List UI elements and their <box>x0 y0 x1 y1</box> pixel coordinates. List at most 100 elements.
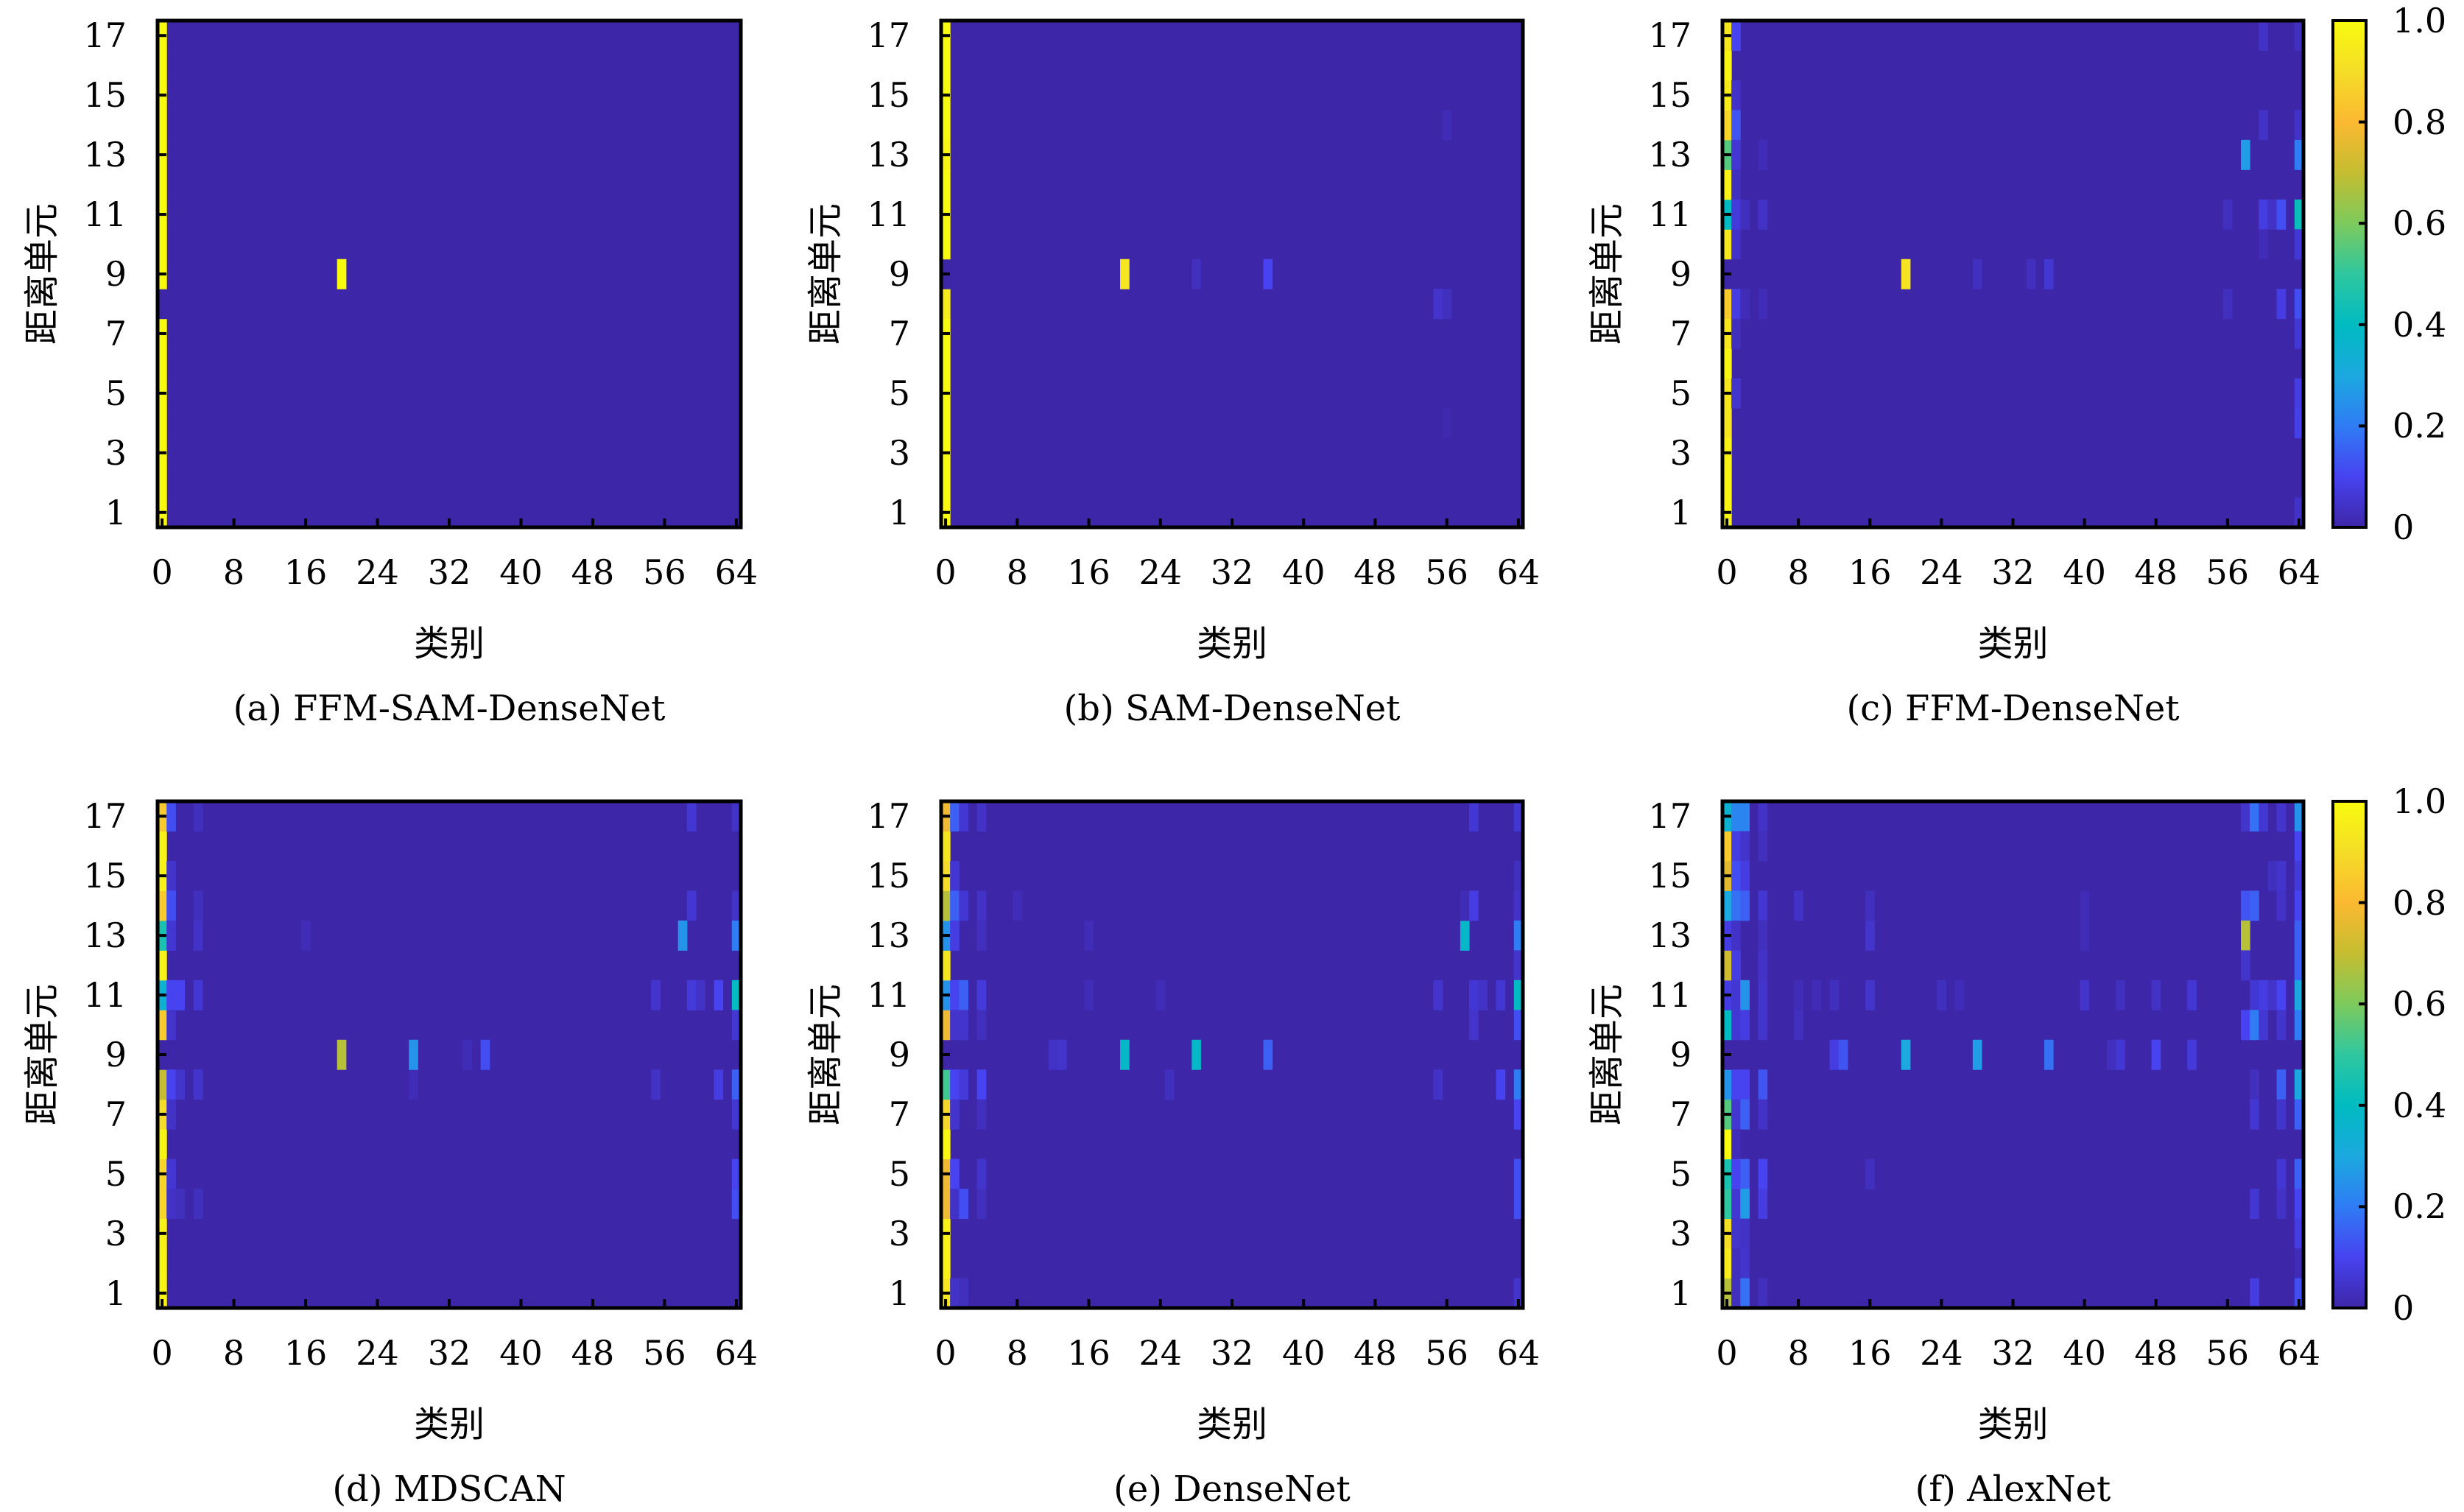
x-axis-label: 类别 <box>1196 1404 1268 1445</box>
heatmap-cell <box>1513 1158 1524 1189</box>
y-tick-label: 1 <box>888 492 910 532</box>
heatmap-cell <box>2222 289 2233 320</box>
heatmap-cell <box>166 1099 176 1130</box>
heatmap-cell <box>976 1069 987 1100</box>
heatmap-cell <box>2294 831 2304 862</box>
x-tick-label: 32 <box>427 552 471 592</box>
x-tick-label: 24 <box>1138 1333 1183 1373</box>
heatmap-cell <box>166 920 176 951</box>
heatmap-cell <box>941 1189 951 1220</box>
heatmap-cell <box>2241 920 2250 951</box>
heatmap-cell <box>2250 1099 2259 1130</box>
heatmap-cell <box>1954 980 1965 1010</box>
heatmap-cell <box>1865 1158 1875 1189</box>
x-tick-label: 64 <box>2277 1333 2321 1373</box>
x-tick-label: 40 <box>499 1333 543 1373</box>
heatmap-cell <box>1513 950 1524 981</box>
x-tick-label: 24 <box>356 1333 399 1373</box>
heatmap-cell <box>2276 1010 2287 1041</box>
heatmap-cell <box>1731 1010 1741 1041</box>
heatmap-background <box>941 801 1523 1308</box>
heatmap-cell <box>2259 229 2268 260</box>
heatmap-cell <box>1722 348 1732 379</box>
heatmap-cell <box>1263 259 1273 289</box>
heatmap-cell <box>941 1248 951 1279</box>
x-tick-label: 8 <box>222 552 245 592</box>
x-tick-label: 64 <box>2277 552 2321 592</box>
heatmap-cell <box>941 289 951 320</box>
heatmap-cell <box>2294 1218 2304 1249</box>
heatmap-cell <box>175 1189 186 1220</box>
heatmap-cell <box>1722 229 1732 260</box>
x-axis-label: 类别 <box>413 623 485 664</box>
heatmap-cell <box>941 1069 951 1100</box>
x-tick-label: 16 <box>1067 552 1110 592</box>
x-tick-label: 32 <box>1991 1333 2035 1373</box>
colorbar-tick-label: 1.0 <box>2393 781 2447 821</box>
heatmap-cell <box>2294 289 2304 320</box>
heatmap-cell <box>941 1129 951 1160</box>
y-tick-label: 13 <box>1648 135 1692 175</box>
heatmap-cell <box>1731 920 1741 951</box>
x-tick-label: 8 <box>1787 552 1809 592</box>
heatmap-cell <box>1442 408 1452 439</box>
heatmap-cell <box>1513 890 1524 921</box>
heatmap-cell <box>2294 21 2304 51</box>
heatmap-cell <box>941 950 951 981</box>
heatmap-cell <box>1722 408 1732 439</box>
heatmap-cell <box>300 920 311 951</box>
heatmap-cell <box>1048 1039 1058 1070</box>
heatmap-cell <box>193 980 203 1010</box>
subfigure-caption: (a) FFM-SAM-DenseNet <box>233 688 666 729</box>
heatmap-cell <box>2259 21 2268 51</box>
x-tick-label: 16 <box>284 1333 328 1373</box>
y-tick-label: 17 <box>867 796 910 837</box>
x-tick-label: 0 <box>1716 1333 1738 1373</box>
heatmap-cell <box>2267 980 2278 1010</box>
heatmap-background <box>1722 21 2303 527</box>
heatmap-cell <box>976 1189 987 1220</box>
heatmap-cell <box>2276 801 2287 831</box>
x-tick-label: 56 <box>2206 552 2250 592</box>
heatmap-cell <box>950 1010 960 1041</box>
colorbar-tick-label: 0.2 <box>2393 406 2447 446</box>
heatmap-cell <box>1812 980 1822 1010</box>
heatmap-cell <box>158 890 167 921</box>
heatmap-cell <box>1740 801 1750 831</box>
heatmap-cell <box>1496 980 1506 1010</box>
heatmap-cell <box>1513 980 1524 1010</box>
heatmap-cell <box>2294 1248 2304 1279</box>
heatmap-cell <box>714 980 724 1010</box>
heatmap-cell <box>2294 1158 2304 1189</box>
heatmap-cell <box>2294 139 2304 170</box>
heatmap-cell <box>941 890 951 921</box>
heatmap-cell <box>480 1039 490 1070</box>
heatmap-cell <box>166 1010 176 1041</box>
heatmap-cell <box>1758 890 1768 921</box>
heatmap-cell <box>1731 169 1741 200</box>
heatmap-cell <box>1084 920 1094 951</box>
heatmap-cell <box>2250 1189 2259 1220</box>
heatmap-cell <box>696 980 705 1010</box>
heatmap-cell <box>2276 860 2287 891</box>
heatmap-cell <box>337 259 347 289</box>
heatmap-cell <box>1478 980 1488 1010</box>
colorbar-tick-label: 0 <box>2393 507 2415 547</box>
y-tick-label: 5 <box>888 373 910 413</box>
heatmap-cell <box>409 1069 418 1100</box>
x-tick-label: 48 <box>1354 1333 1397 1373</box>
subfigure-caption: (c) FFM-DenseNet <box>1846 688 2180 729</box>
heatmap-cell <box>677 920 688 951</box>
heatmap-cell <box>2294 950 2304 981</box>
heatmap-cell <box>950 890 960 921</box>
heatmap-cell <box>1865 890 1875 921</box>
x-tick-label: 56 <box>643 1333 686 1373</box>
heatmap-cell <box>686 890 697 921</box>
heatmap-cell <box>2250 890 2259 921</box>
heatmap-cell <box>158 950 167 981</box>
heatmap-cell <box>2026 259 2036 289</box>
heatmap-cell <box>1263 1039 1273 1070</box>
